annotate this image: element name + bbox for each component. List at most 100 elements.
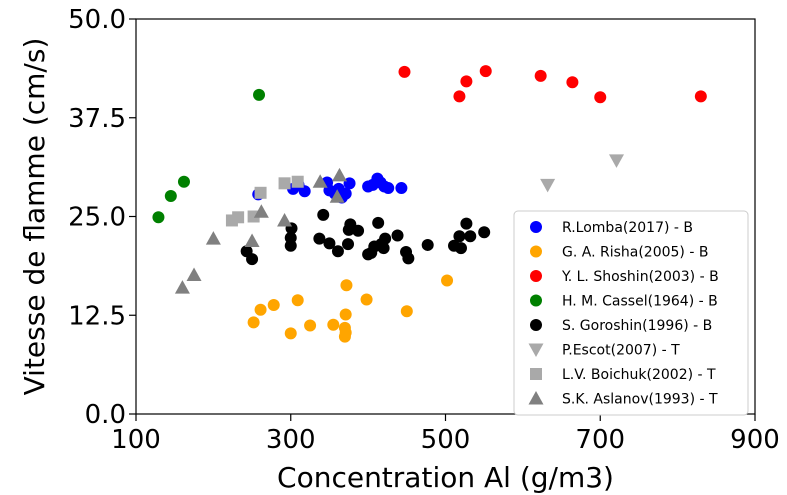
- data-point: [540, 178, 556, 193]
- data-point: [253, 88, 266, 101]
- data-point: [329, 189, 345, 203]
- data-point: [277, 212, 293, 227]
- series-3: [398, 65, 707, 104]
- data-point: [464, 230, 477, 243]
- data-point: [278, 177, 291, 190]
- legend-item: S. Goroshin(1996) - B: [530, 318, 712, 334]
- data-point: [323, 237, 336, 250]
- legend-label: S.K. Aslanov(1993) - T: [562, 392, 718, 408]
- data-point: [232, 211, 245, 224]
- data-point: [441, 274, 454, 287]
- y-axis-label: Vitesse de flamme (cm/s): [18, 38, 51, 396]
- data-point: [453, 230, 466, 243]
- data-point: [247, 316, 260, 329]
- ticks: 100 300 500 700 900 0.0 12.5 25.0 37.5 50.0: [68, 5, 780, 455]
- series-4: [152, 88, 266, 224]
- series-6: [540, 154, 624, 193]
- data-point: [327, 318, 340, 331]
- legend-marker: [528, 391, 544, 405]
- x-tick-label: 300: [266, 425, 316, 455]
- x-tick-label: 900: [730, 425, 780, 455]
- data-point: [478, 226, 491, 239]
- data-point: [594, 91, 607, 104]
- legend-marker: [530, 294, 542, 307]
- data-marks: [152, 65, 707, 343]
- data-point: [534, 69, 547, 82]
- legend-item: H. M. Cassel(1964) - B: [530, 294, 718, 310]
- data-point: [174, 280, 190, 294]
- legend-label: R.Lomba(2017) - B: [562, 220, 693, 236]
- data-point: [186, 267, 202, 281]
- data-point: [382, 182, 395, 195]
- legend-label: S. Goroshin(1996) - B: [562, 318, 712, 334]
- data-point: [343, 177, 356, 190]
- data-point: [254, 303, 267, 316]
- x-tick-label: 500: [421, 425, 471, 455]
- data-point: [479, 65, 492, 78]
- data-point: [298, 185, 311, 198]
- data-point: [284, 327, 297, 340]
- y-tick-label: 25.0: [68, 203, 126, 233]
- legend-item: L.V. Boichuk(2002) - T: [530, 367, 716, 383]
- data-point: [400, 305, 413, 318]
- series-8: [174, 167, 347, 294]
- data-point: [331, 167, 347, 182]
- data-point: [291, 294, 304, 307]
- legend-marker: [528, 343, 544, 357]
- legend-item: P.Escot(2007) - T: [528, 343, 680, 359]
- legend-item: S.K. Aslanov(1993) - T: [528, 391, 718, 408]
- data-point: [360, 293, 373, 306]
- legend-label: G. A. Risha(2005) - B: [562, 245, 708, 261]
- y-tick-label: 50.0: [68, 5, 126, 35]
- data-point: [253, 204, 269, 218]
- legend-item: R.Lomba(2017) - B: [530, 220, 693, 236]
- data-point: [331, 245, 344, 258]
- data-point: [205, 231, 221, 245]
- data-point: [352, 224, 365, 237]
- legend-label: Y. L. Shoshin(2003) - B: [561, 269, 719, 285]
- data-point: [177, 175, 190, 188]
- legend-frame: [513, 210, 749, 416]
- data-point: [608, 154, 624, 168]
- data-point: [247, 210, 260, 223]
- legend-marker: [530, 245, 542, 258]
- data-point: [454, 242, 467, 255]
- x-axis-label: Concentration Al (g/m3): [277, 461, 614, 494]
- series-1: [252, 172, 408, 204]
- data-point: [304, 319, 317, 332]
- data-point: [339, 326, 352, 339]
- data-point: [377, 242, 390, 255]
- data-point: [339, 187, 352, 200]
- series-7: [225, 175, 304, 227]
- data-point: [164, 189, 177, 202]
- data-point: [395, 182, 408, 195]
- legend-marker: [530, 319, 542, 331]
- legend-marker: [530, 270, 542, 282]
- legend-marker: [530, 221, 542, 233]
- legend-marker: [530, 368, 542, 380]
- legend-item: G. A. Risha(2005) - B: [530, 245, 708, 261]
- data-point: [460, 75, 473, 88]
- y-tick-label: 37.5: [68, 104, 126, 134]
- data-point: [152, 211, 165, 224]
- legend-item: Y. L. Shoshin(2003) - B: [530, 269, 719, 285]
- data-point: [453, 90, 466, 103]
- data-point: [254, 186, 267, 199]
- data-point: [291, 175, 304, 188]
- legend: R.Lomba(2017) - B G. A. Risha(2005) - B Y.…: [513, 210, 749, 416]
- series-5: [240, 208, 491, 266]
- data-point: [246, 253, 259, 266]
- data-point: [284, 231, 297, 244]
- data-point: [267, 298, 280, 311]
- data-point: [694, 90, 707, 103]
- x-tick-label: 100: [111, 425, 161, 455]
- data-point: [421, 238, 434, 251]
- data-point: [244, 233, 260, 247]
- x-tick-label: 700: [575, 425, 625, 455]
- data-point: [317, 208, 330, 221]
- legend-label: P.Escot(2007) - T: [562, 343, 680, 359]
- data-point: [313, 232, 326, 245]
- data-point: [372, 216, 385, 229]
- y-tick-label: 12.5: [68, 301, 126, 331]
